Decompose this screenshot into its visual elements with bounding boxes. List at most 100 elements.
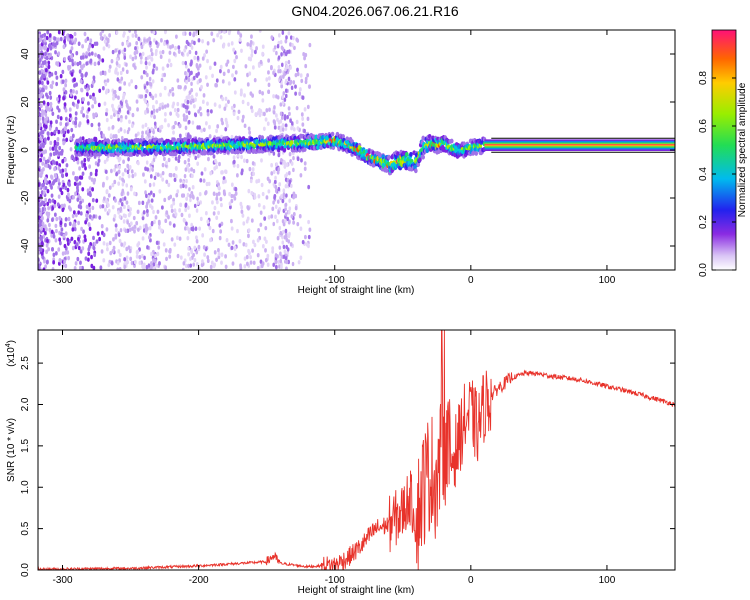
noise-blob xyxy=(50,229,54,234)
noise-blob xyxy=(118,107,121,112)
noise-blob xyxy=(183,173,187,179)
noise-blob xyxy=(228,201,232,206)
noise-blob xyxy=(123,81,127,86)
noise-blob xyxy=(283,114,287,119)
noise-blob xyxy=(39,157,43,163)
noise-blob xyxy=(234,70,238,75)
noise-blob xyxy=(105,88,109,93)
noise-blob xyxy=(171,92,175,97)
noise-blob xyxy=(186,99,190,105)
noise-blob xyxy=(213,262,217,267)
noise-blob xyxy=(39,37,43,42)
noise-blob xyxy=(59,187,63,192)
noise-blob xyxy=(281,46,285,52)
snr-ytick-label: 2.0 xyxy=(20,397,31,411)
noise-blob xyxy=(45,92,48,97)
noise-blob xyxy=(39,211,42,217)
noise-blob xyxy=(177,154,181,160)
noise-blob xyxy=(221,120,224,126)
noise-blob xyxy=(185,108,189,114)
noise-blob xyxy=(126,169,130,175)
noise-blob xyxy=(201,259,204,264)
noise-blob xyxy=(136,160,140,166)
noise-blob xyxy=(277,186,281,192)
noise-blob xyxy=(46,259,49,264)
noise-blob xyxy=(163,156,166,162)
noise-blob xyxy=(85,212,88,218)
noise-blob xyxy=(219,196,223,202)
noise-blob xyxy=(139,59,143,65)
noise-blob xyxy=(210,260,214,265)
noise-blob xyxy=(93,61,97,67)
noise-blob xyxy=(91,187,95,192)
spectrogram-ytick-label: 40 xyxy=(20,48,31,60)
noise-blob xyxy=(118,86,122,92)
ridge-blob xyxy=(172,137,176,143)
noise-blob xyxy=(83,162,86,167)
noise-blob xyxy=(286,216,289,222)
noise-blob xyxy=(294,72,298,78)
noise-blob xyxy=(279,251,282,256)
noise-blob xyxy=(104,169,108,175)
noise-blob xyxy=(267,76,271,81)
noise-blob xyxy=(271,206,275,212)
noise-blob xyxy=(221,170,224,175)
noise-blob xyxy=(279,39,283,45)
noise-blob xyxy=(185,178,188,184)
noise-blob xyxy=(68,107,72,112)
noise-blob xyxy=(225,238,229,243)
noise-blob xyxy=(53,166,57,172)
noise-blob xyxy=(38,233,41,238)
noise-blob xyxy=(266,253,270,259)
noise-blob xyxy=(212,154,216,159)
noise-blob xyxy=(42,143,45,149)
noise-blob xyxy=(178,236,182,241)
noise-blob xyxy=(72,171,75,176)
noise-blob xyxy=(215,257,218,262)
noise-blob xyxy=(161,49,165,55)
noise-blob xyxy=(234,186,238,192)
noise-blob xyxy=(185,75,188,80)
noise-blob xyxy=(133,191,136,196)
noise-blob xyxy=(284,206,287,212)
noise-blob xyxy=(191,120,195,125)
noise-blob xyxy=(196,55,200,61)
noise-blob xyxy=(112,90,116,95)
noise-blob xyxy=(121,49,125,54)
noise-blob xyxy=(46,131,50,136)
noise-blob xyxy=(181,60,185,66)
noise-blob xyxy=(281,240,285,245)
noise-blob xyxy=(38,191,41,197)
noise-blob xyxy=(285,64,289,70)
noise-blob xyxy=(144,190,147,195)
noise-blob xyxy=(74,120,77,125)
noise-blob xyxy=(289,118,292,123)
noise-blob xyxy=(127,127,131,132)
noise-blob xyxy=(239,88,243,93)
noise-blob xyxy=(249,254,252,260)
noise-blob xyxy=(160,38,163,43)
noise-blob xyxy=(223,30,226,35)
colorbar-label: Normalized spectral amplitude xyxy=(737,82,748,217)
noise-blob xyxy=(42,167,45,172)
noise-blob xyxy=(111,49,115,55)
noise-blob xyxy=(203,252,206,257)
noise-blob xyxy=(186,72,190,77)
noise-blob xyxy=(184,203,188,208)
noise-blob xyxy=(166,103,170,108)
noise-blob xyxy=(300,112,304,117)
noise-blob xyxy=(101,58,105,63)
noise-blob xyxy=(75,156,78,162)
noise-blob xyxy=(146,38,149,43)
noise-blob xyxy=(131,173,135,179)
noise-blob xyxy=(81,106,85,111)
noise-blob xyxy=(117,181,121,186)
noise-blob xyxy=(197,244,201,250)
noise-blob xyxy=(217,191,221,196)
noise-blob xyxy=(61,79,65,84)
noise-blob xyxy=(40,80,44,86)
noise-blob xyxy=(57,261,61,266)
noise-blob xyxy=(74,261,78,266)
ridge-blob xyxy=(449,138,454,144)
